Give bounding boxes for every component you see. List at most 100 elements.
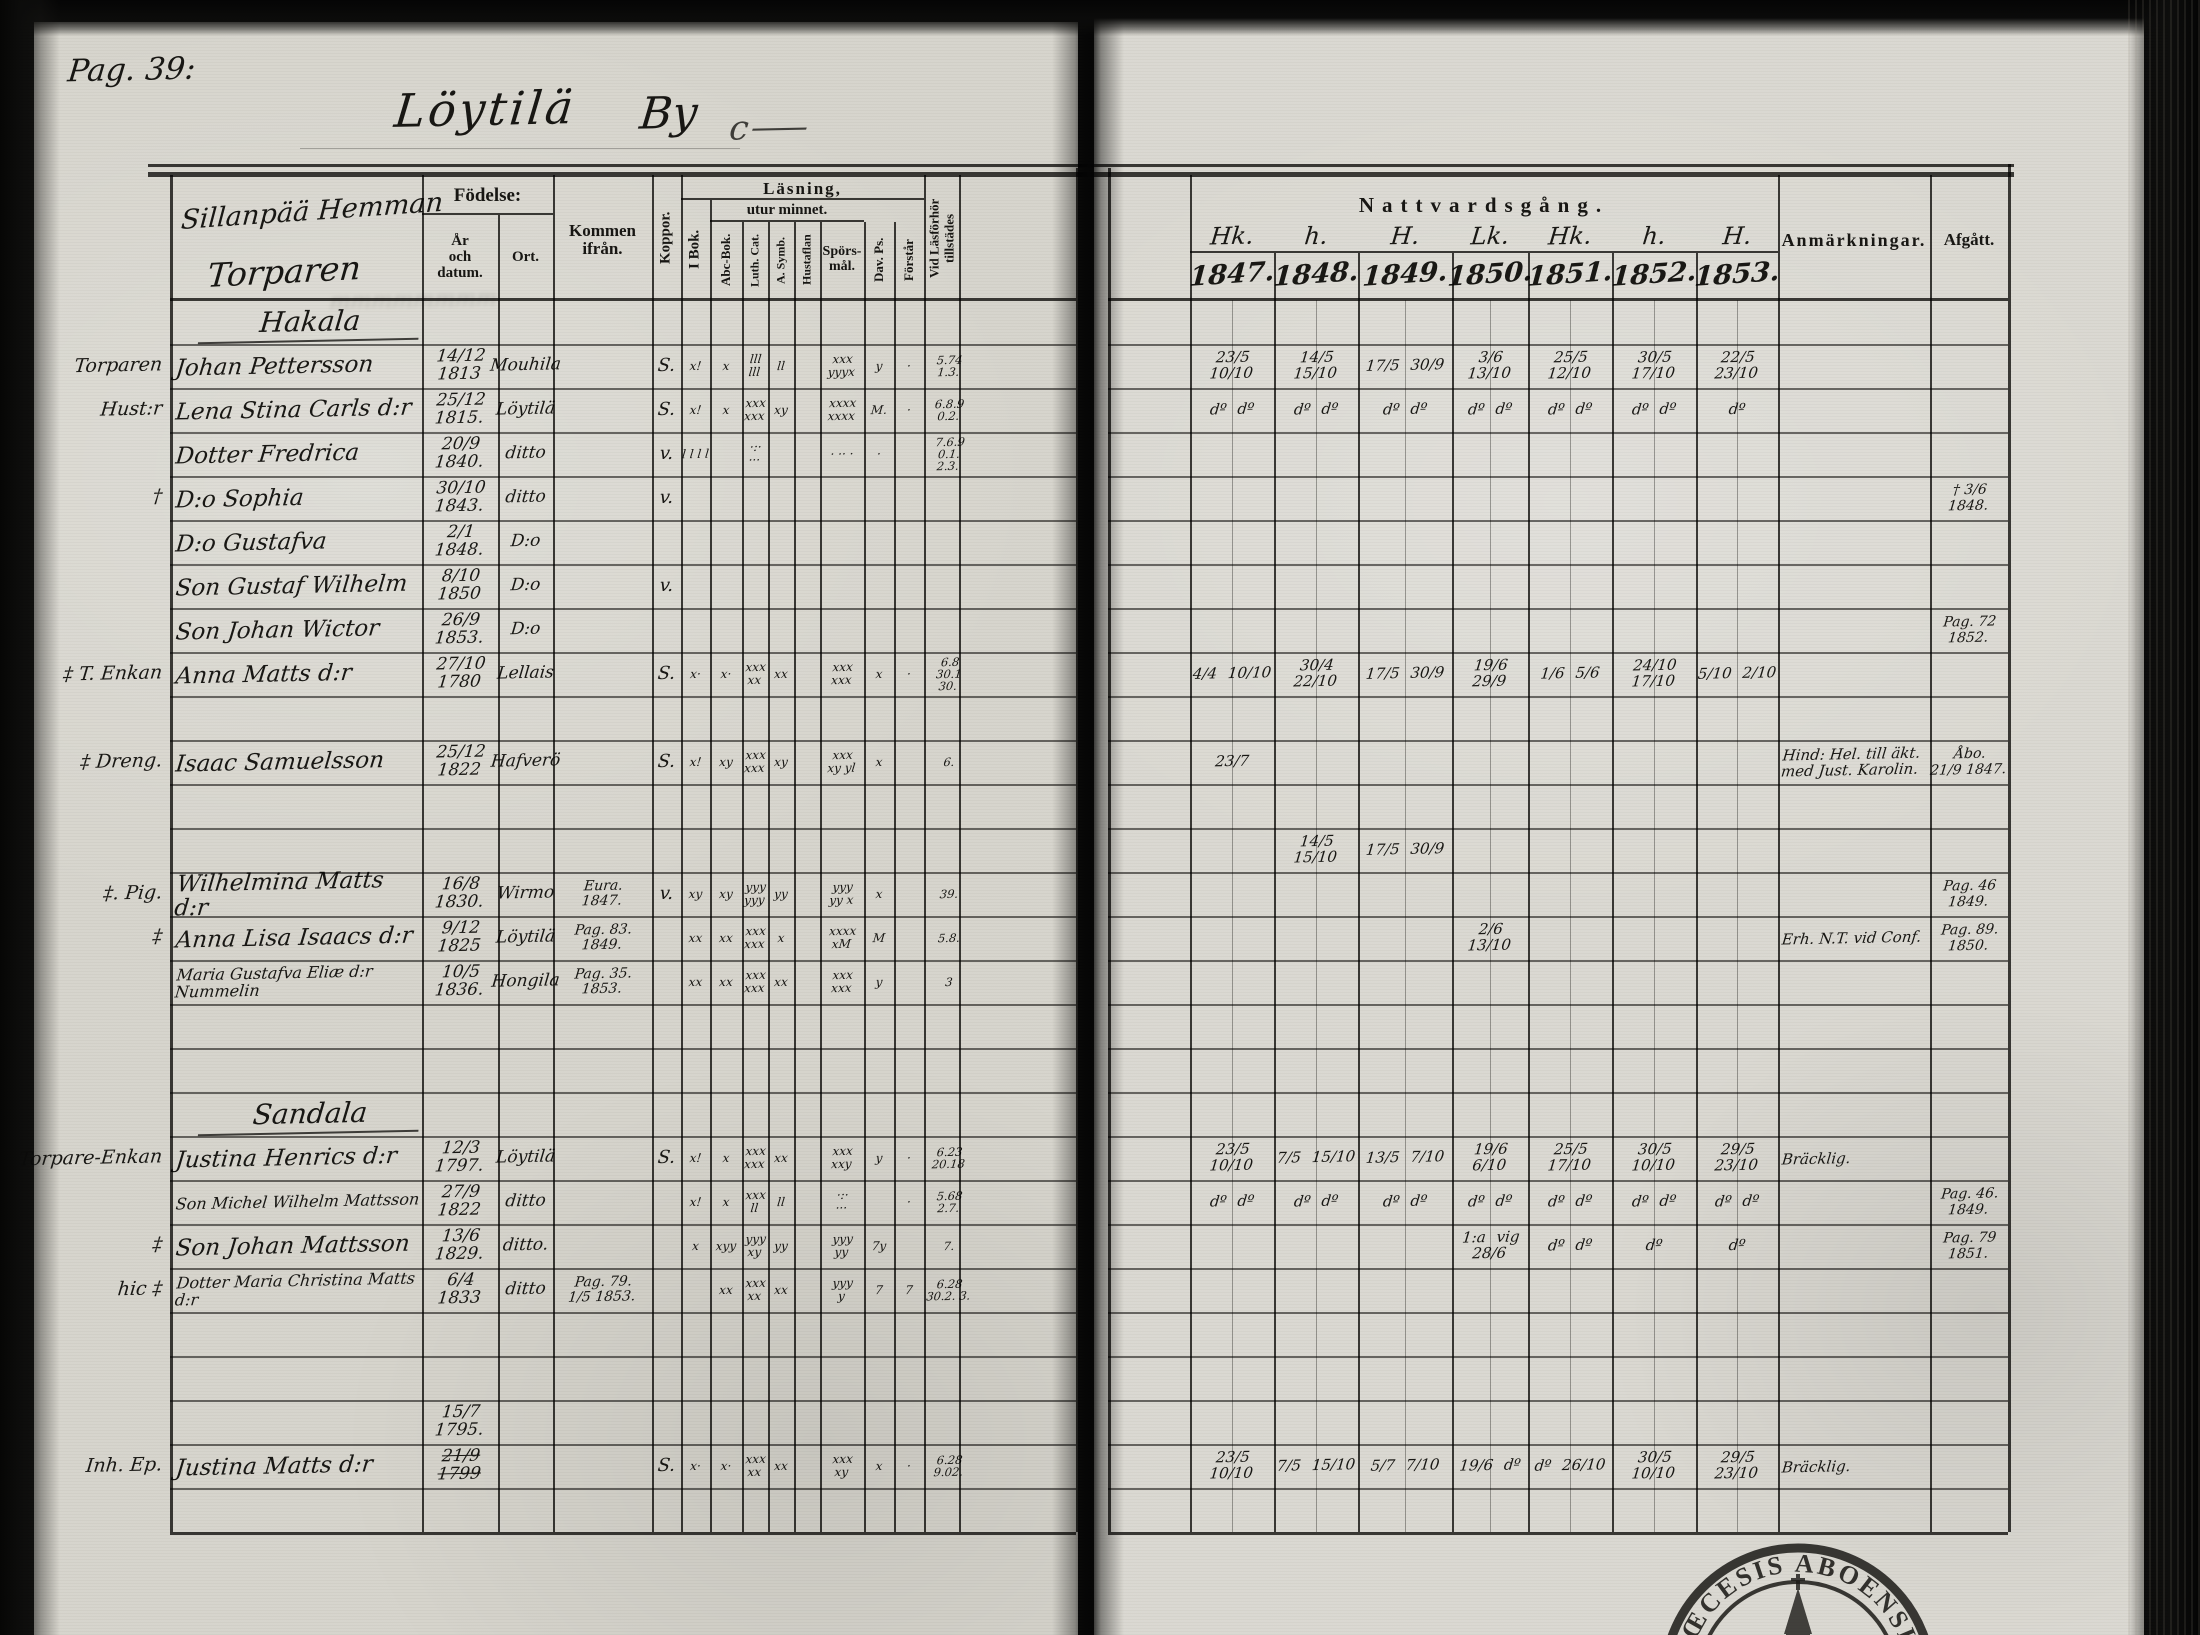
birth-date: 25/12 1815. bbox=[433, 389, 487, 429]
communion-dates-1853: 5/10 2/10 bbox=[1697, 663, 1778, 683]
communion-letter: Hk. bbox=[1209, 221, 1256, 251]
col-header-afgatt: Afgått. bbox=[1943, 230, 1995, 250]
grid-vline bbox=[1696, 253, 1698, 1532]
communion-dates-1853: 29/5 23/10 bbox=[1713, 1447, 1759, 1483]
grid-vline bbox=[1358, 253, 1360, 1532]
grid-hline bbox=[681, 198, 924, 200]
communion-dates-1850: 19/6 29/9 bbox=[1471, 655, 1509, 691]
remark: Erh. N.T. vid Conf. bbox=[1780, 927, 1923, 949]
examination-score: 7.6.9 0.1. 2.3. bbox=[934, 434, 966, 474]
reading-mark-spors: xxx xy bbox=[831, 1451, 854, 1480]
remark: Bräcklig. bbox=[1780, 1457, 1852, 1477]
reading-mark-cat: lll lll bbox=[747, 351, 763, 380]
grid-hline bbox=[1108, 1268, 2008, 1270]
person-name: Anna Matts d:r bbox=[174, 659, 354, 690]
grid-hline bbox=[170, 1356, 1076, 1358]
communion-dates-1848: 7/5 15/10 bbox=[1276, 1455, 1357, 1475]
grid-hline bbox=[1108, 608, 2008, 610]
reading-mark-cat: xxx xxx bbox=[743, 1143, 767, 1172]
communion-year: 1847. bbox=[1188, 255, 1276, 293]
reading-mark-cat: xxx xx bbox=[744, 1451, 767, 1480]
birth-place: ditto bbox=[504, 1190, 547, 1212]
communion-dates-1849: dº dº bbox=[1382, 399, 1429, 419]
grid-hline bbox=[1108, 476, 2008, 478]
birth-date: 12/3 1797. bbox=[433, 1137, 485, 1177]
departed-note: Åbo. 21/9 1847. bbox=[1929, 745, 2008, 779]
reading-mark-spors: xxx yyyx bbox=[827, 351, 856, 380]
communion-dates-1850: 1:a vig 28/6 bbox=[1461, 1227, 1521, 1263]
examination-score: 5.74 1.3. bbox=[936, 352, 964, 380]
person-name: Justina Henrics d:r bbox=[174, 1142, 399, 1174]
reading-mark-dav: y bbox=[874, 1150, 884, 1165]
title-flourish: c⸺ bbox=[727, 107, 808, 149]
reading-mark-abc: xx bbox=[718, 930, 734, 945]
scan-edge-top bbox=[0, 0, 2200, 36]
reading-mark-cat: xxx xxx bbox=[743, 747, 767, 776]
person-name: Anna Lisa Isaacs d:r bbox=[174, 922, 415, 954]
reading-mark-ibok: xx bbox=[688, 974, 704, 989]
birth-place: Hafverö bbox=[489, 750, 562, 772]
grid-hline bbox=[1108, 740, 2008, 742]
birth-date: 2/1 1848. bbox=[433, 521, 485, 561]
communion-letter: H. bbox=[1721, 222, 1753, 251]
communion-dates-1847: 23/5 10/10 bbox=[1208, 1139, 1254, 1175]
person-name: Lena Stina Carls d:r bbox=[174, 394, 413, 426]
birth-place: Mouhila bbox=[489, 354, 562, 376]
communion-dates-1852: 24/10 17/10 bbox=[1630, 655, 1678, 691]
estate-role: Torparen bbox=[205, 248, 363, 295]
right-page-paper bbox=[1094, 16, 2144, 1635]
birth-date: 27/10 1780 bbox=[435, 653, 487, 693]
grid-hline bbox=[1108, 1444, 2008, 1446]
communion-dates-1853: dº bbox=[1727, 399, 1747, 419]
reading-mark-ibok: xy bbox=[688, 886, 704, 901]
col-header-anmarkningar: Anmärkningar. bbox=[1781, 229, 1927, 250]
smallpox-mark: S. bbox=[656, 354, 677, 376]
reading-mark-spors: xxx xxx bbox=[830, 659, 854, 688]
stamp-church-tower bbox=[1784, 1574, 1812, 1635]
grid-vline bbox=[924, 175, 926, 1532]
grid-hline bbox=[170, 1268, 1076, 1270]
communion-dates-1849: 17/5 30/9 bbox=[1365, 663, 1446, 683]
smallpox-mark: S. bbox=[656, 1454, 677, 1476]
grid-hline bbox=[1108, 1136, 2008, 1138]
birth-place: D:o bbox=[509, 530, 542, 552]
grid-hline bbox=[1108, 432, 2008, 434]
communion-dates-1852: dº bbox=[1644, 1235, 1664, 1255]
grid-vline bbox=[1528, 253, 1530, 1532]
reading-mark-ibok: x bbox=[691, 1238, 700, 1253]
communion-dates-1847: dº dº bbox=[1209, 399, 1256, 419]
person-name: Wilhelmina Matts d:r bbox=[173, 867, 386, 922]
reading-mark-ibok: x· bbox=[689, 1458, 702, 1473]
grid-vline bbox=[742, 222, 744, 1532]
birth-date: 30/10 1843. bbox=[433, 477, 487, 517]
reading-mark-dav: · bbox=[876, 446, 882, 461]
grid-hline bbox=[170, 652, 1076, 654]
grid-hline bbox=[1108, 1400, 2008, 1402]
col-header-dav-ps: Dav. Ps. bbox=[871, 237, 887, 283]
birth-date: 26/9 1853. bbox=[433, 609, 485, 649]
village-title-suffix: By bbox=[637, 87, 700, 140]
reading-mark-abc: x bbox=[721, 358, 731, 373]
reading-mark-abc: x· bbox=[720, 666, 733, 681]
grid-hline bbox=[170, 960, 1076, 962]
communion-dates-1850: 2/6 13/10 bbox=[1466, 920, 1512, 955]
grid-hline bbox=[170, 1532, 1076, 1535]
reading-mark-dav: y bbox=[874, 974, 884, 989]
communion-dates-1851: 25/5 17/10 bbox=[1546, 1139, 1592, 1175]
col-header-kommen-ifran: Kommen ifrån. bbox=[568, 221, 637, 258]
communion-dates-1850: 19/6 dº bbox=[1458, 1455, 1522, 1475]
reading-mark-cat: xxx xx bbox=[744, 659, 767, 688]
reading-mark-symb: ll bbox=[776, 1194, 786, 1209]
grid-hline bbox=[1108, 1532, 2008, 1535]
grid-vline bbox=[422, 175, 424, 1532]
reading-mark-cat: xxx xxx bbox=[743, 395, 767, 424]
grid-hline bbox=[1108, 652, 2008, 654]
grid-vline bbox=[894, 222, 896, 1532]
birth-date: 10/5 1836. bbox=[433, 961, 485, 1001]
grid-hline bbox=[170, 828, 1076, 830]
grid-hline bbox=[170, 872, 1076, 874]
grid-hline bbox=[1108, 916, 2008, 918]
reading-mark-symb: ll bbox=[776, 358, 786, 373]
departed-note: Pag. 89. 1850. bbox=[1940, 921, 2000, 955]
grid-hline bbox=[170, 1400, 1076, 1402]
